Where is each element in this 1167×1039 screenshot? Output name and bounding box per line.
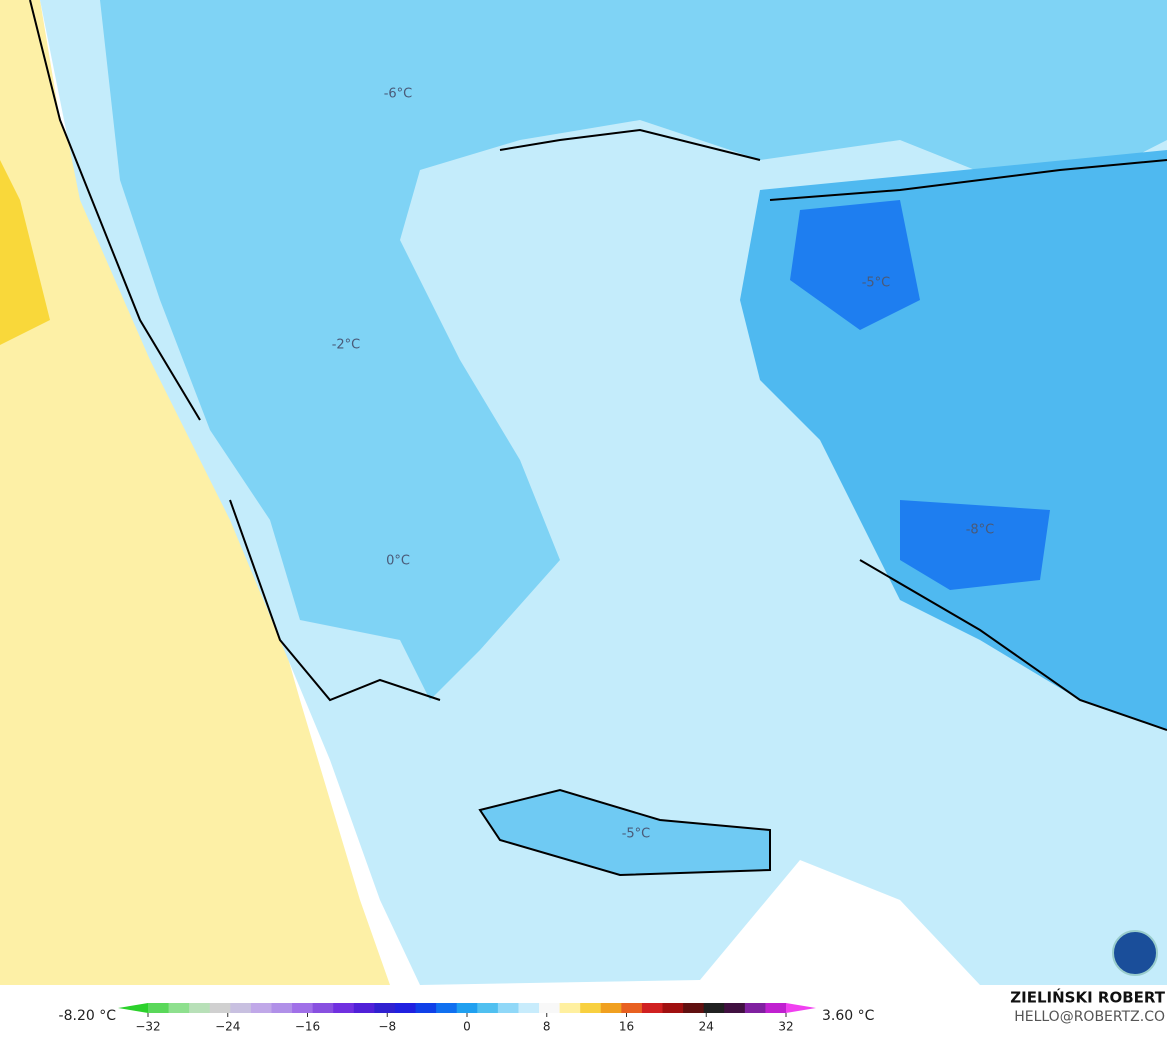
colorbar-swatch	[353, 1003, 375, 1013]
colorbar-swatch	[580, 1003, 602, 1013]
colorbar-swatch	[518, 1003, 540, 1013]
colorbar-swatch	[497, 1003, 519, 1013]
colorbar-swatch	[250, 1003, 272, 1013]
credit-email: HELLO@ROBERTZ.CO	[1014, 1009, 1165, 1025]
colorbar-swatch	[271, 1003, 293, 1013]
colorbar-min-label: -8.20 °C	[59, 1008, 117, 1024]
coldest-zone	[790, 200, 1050, 590]
warm-patch	[0, 160, 50, 345]
colorbar-swatch	[230, 1003, 252, 1013]
map: -6°C -2°C -5°C -8°C 0°C -5°C	[0, 0, 1167, 985]
map-label: -6°C	[384, 87, 413, 102]
colorbar-swatch	[312, 1003, 334, 1013]
colorbar-swatch	[621, 1003, 643, 1013]
crete	[478, 788, 771, 877]
colorbar-swatch	[559, 1003, 581, 1013]
colorbar: -8.20 °C 3.60 °C −32 −24 −16 −8 0 8 16 24 32	[59, 1003, 875, 1034]
colorbar-swatch	[415, 1003, 437, 1013]
map-label: -5°C	[862, 276, 891, 291]
colorbar-swatch	[744, 1003, 766, 1013]
map-label: -8°C	[966, 523, 995, 538]
colorbar-swatch	[436, 1003, 458, 1013]
map-label: 0°C	[386, 554, 410, 569]
colorbar-tick-label: 24	[699, 1020, 714, 1034]
colorbar-swatch	[662, 1003, 684, 1013]
colorbar-tick-label: −24	[215, 1020, 240, 1034]
colorbar-extend-low	[118, 1003, 148, 1013]
cold-land	[100, 0, 1167, 700]
colorbar-swatch	[724, 1003, 746, 1013]
colorbar-tick-label: 8	[543, 1020, 551, 1034]
map-label: -2°C	[332, 338, 361, 353]
colorbar-extend-high	[786, 1003, 816, 1013]
colorbar-swatch	[456, 1003, 478, 1013]
colorbar-swatch	[539, 1003, 561, 1013]
colorbar-swatch	[641, 1003, 664, 1013]
colorbar-swatch	[333, 1003, 355, 1013]
colorbar-swatch	[209, 1003, 231, 1013]
colorbar-swatch	[765, 1003, 787, 1013]
colorbar-swatch	[374, 1003, 396, 1013]
colorbar-tick-label: −16	[295, 1020, 320, 1034]
map-label: -5°C	[622, 827, 651, 842]
colorbar-tick-label: −32	[135, 1020, 160, 1034]
colorbar-swatch	[477, 1003, 499, 1013]
colorbar-swatch	[703, 1003, 725, 1013]
colorbar-max-label: 3.60 °C	[822, 1008, 875, 1024]
credit-author: ZIELIŃSKI ROBERT	[1010, 988, 1165, 1007]
colorbar-swatch	[683, 1003, 705, 1013]
colorbar-swatch	[168, 1003, 190, 1013]
warm-sea	[0, 0, 390, 985]
noaa-logo	[1112, 930, 1158, 976]
colorbar-swatch	[148, 1003, 170, 1013]
colorbar-swatch	[394, 1003, 417, 1013]
coastline	[29, 0, 1167, 731]
colorbar-tick-label: 16	[619, 1020, 634, 1034]
colorbar-swatch	[189, 1003, 211, 1013]
colorbar-swatch	[600, 1003, 622, 1013]
colorbar-tick-label: 0	[463, 1020, 471, 1034]
colorbar-tick-label: −8	[378, 1020, 396, 1034]
colorbar-swatch	[292, 1003, 314, 1013]
colorbar-tick-label: 32	[778, 1020, 793, 1034]
